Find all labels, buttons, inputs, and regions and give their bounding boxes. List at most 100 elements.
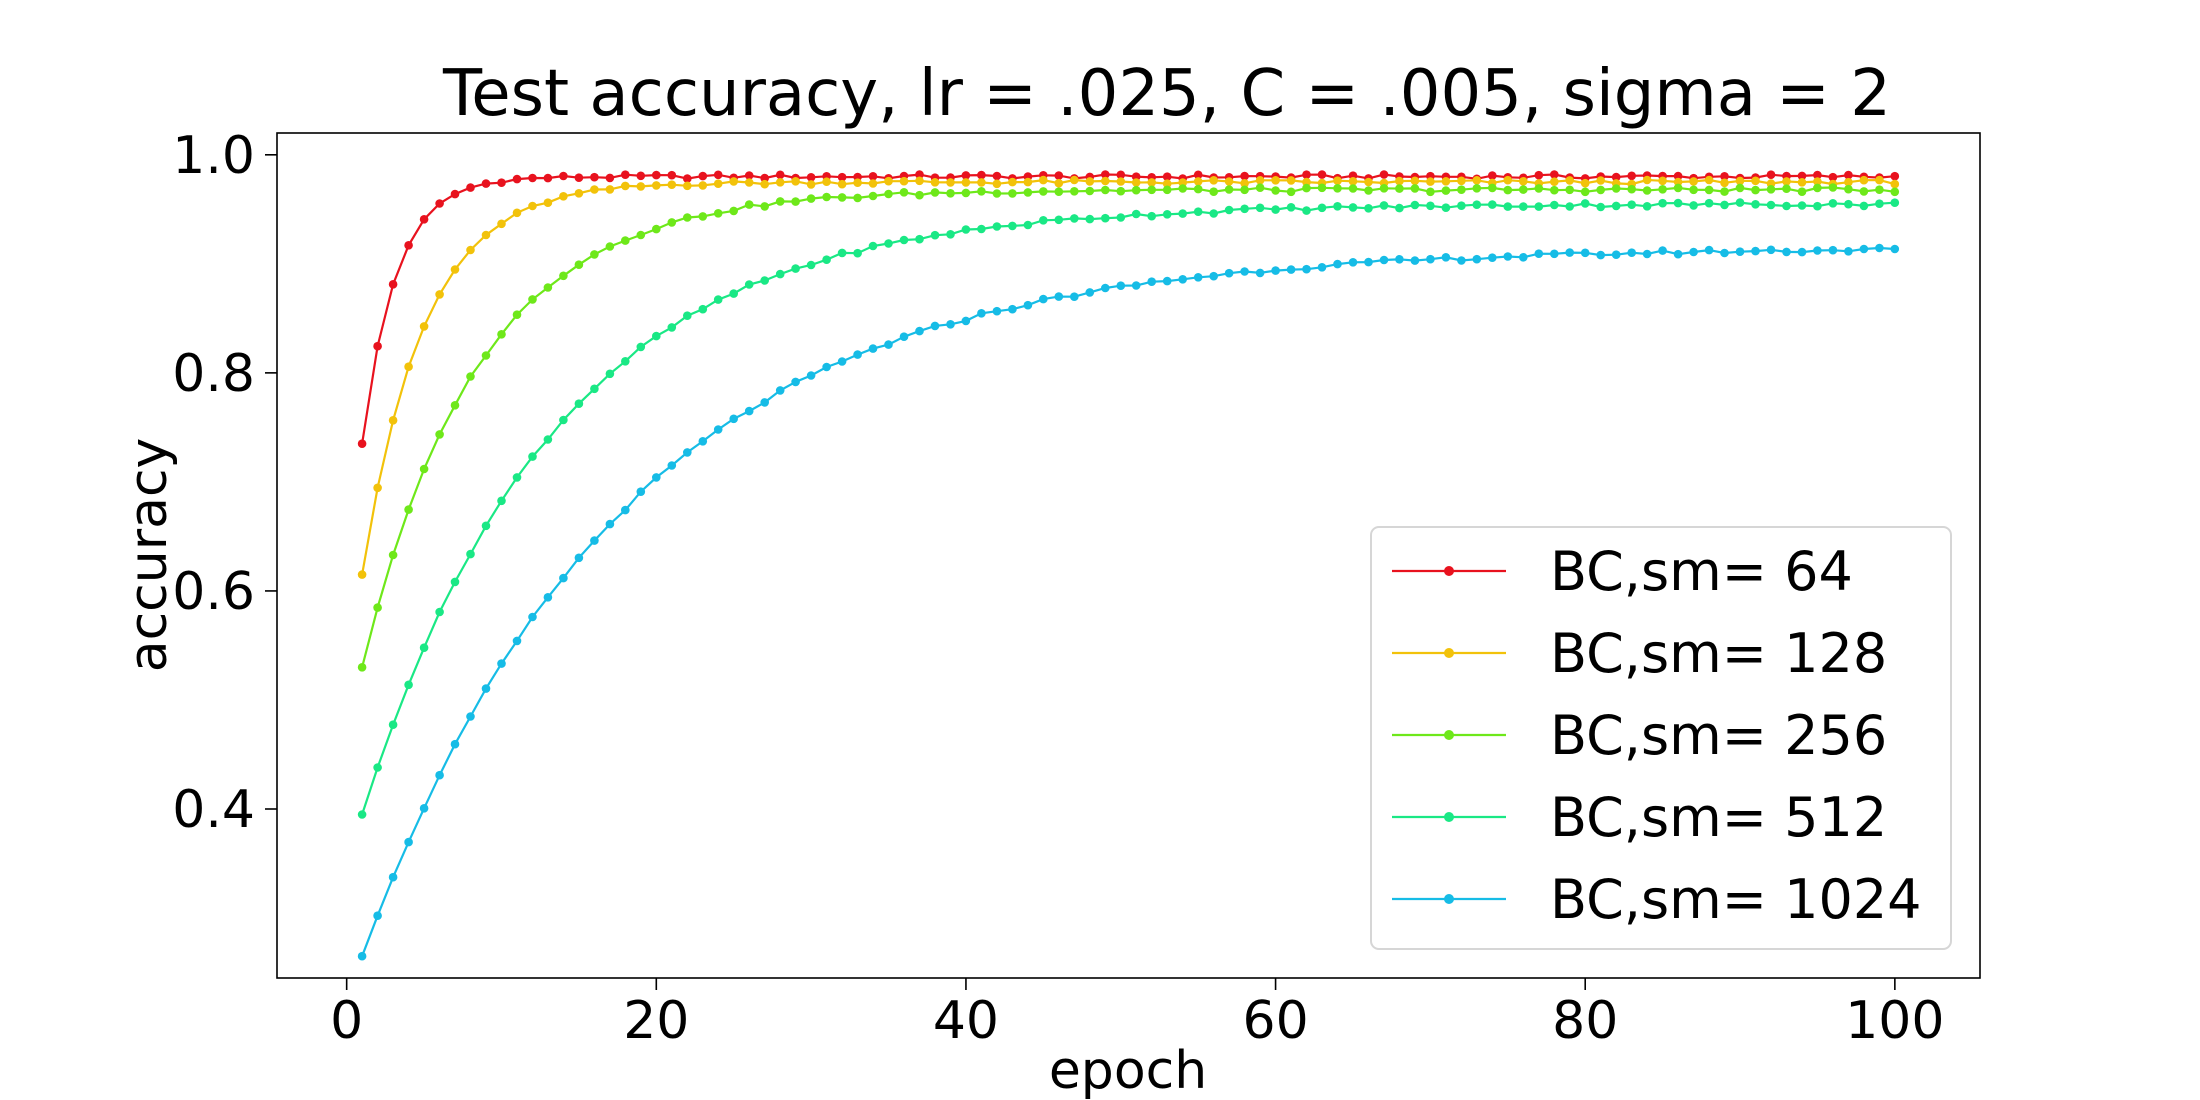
x-tick-label: 100 [1845,991,1944,1051]
data-point [1008,221,1017,231]
data-point [806,371,816,380]
data-point [667,180,677,189]
data-point [853,178,862,187]
data-point [497,178,506,187]
data-point [1689,177,1698,186]
data-point [961,225,971,234]
data-point [1890,179,1900,189]
data-point [419,215,429,224]
data-point [1224,185,1234,194]
data-point [1116,186,1126,196]
data-point [1162,210,1172,219]
data-point [1101,213,1110,223]
data-point [930,321,940,331]
data-point [1441,177,1451,186]
data-point [1797,187,1807,196]
data-point [1255,183,1265,192]
data-point [1085,214,1095,224]
data-point [1395,176,1404,186]
data-point [946,178,955,187]
data-point [1457,185,1466,194]
data-point [729,177,738,186]
data-point [1101,176,1110,186]
data-point [574,173,584,182]
data-point [1457,176,1466,186]
data-point [1364,257,1373,267]
data-point [419,804,429,813]
data-point [822,192,831,202]
data-point [1658,176,1667,186]
data-point [1859,175,1869,185]
data-point [1828,183,1838,192]
data-point [1426,187,1435,197]
data-point [1240,179,1249,188]
data-point [404,362,413,372]
data-point [590,185,599,194]
data-point [543,198,553,207]
data-point [1596,202,1605,212]
legend-swatch-marker [1444,566,1454,576]
data-point [1147,211,1156,221]
data-point [1534,249,1544,258]
data-point [992,306,1002,316]
data-point [1797,178,1807,187]
data-point [1286,176,1296,185]
series-line-0 [361,173,1895,444]
data-point [1348,203,1358,212]
data-point [512,473,522,482]
data-point [1240,171,1249,181]
data-point [1070,187,1079,196]
data-point [744,178,754,187]
data-point [1224,177,1234,186]
data-point [667,323,677,332]
data-point [1162,179,1172,188]
x-tick-label: 60 [1242,991,1308,1051]
data-point [1813,170,1822,180]
data-point [1193,177,1203,186]
data-point [1395,203,1404,213]
data-point [713,209,723,218]
data-point [1859,201,1869,211]
data-point [1797,201,1807,210]
data-point [1023,188,1033,197]
data-point [1828,245,1838,255]
data-point [729,289,738,298]
data-point [698,181,708,190]
data-point [698,437,708,446]
data-point [1503,185,1513,195]
data-point [791,177,800,186]
data-point [1596,250,1605,260]
data-point [1875,199,1884,208]
data-point [1627,200,1636,209]
data-point [1255,203,1265,213]
data-point [1286,187,1296,197]
data-point [961,188,971,198]
data-point [1333,259,1342,269]
data-point [837,357,847,366]
data-point [1193,207,1203,216]
data-point [1565,185,1574,195]
data-point [1766,245,1776,255]
data-point [435,290,444,299]
data-point [1131,281,1141,290]
y-tick-label: 0.4 [172,780,255,840]
data-point [636,171,646,181]
data-point [729,414,738,424]
data-point [1395,254,1404,264]
data-point [574,553,584,563]
data-point [497,496,506,506]
data-point [1147,185,1156,195]
data-point [636,342,646,352]
data-point [559,271,568,281]
data-point [605,185,615,194]
data-point [1008,304,1017,314]
data-point [357,951,367,961]
data-point [450,189,460,199]
data-point [1611,201,1621,211]
data-point [1689,185,1698,195]
data-point [1441,203,1451,212]
x-tick-label: 0 [330,991,363,1051]
data-point [977,187,986,196]
data-point [1704,198,1714,208]
